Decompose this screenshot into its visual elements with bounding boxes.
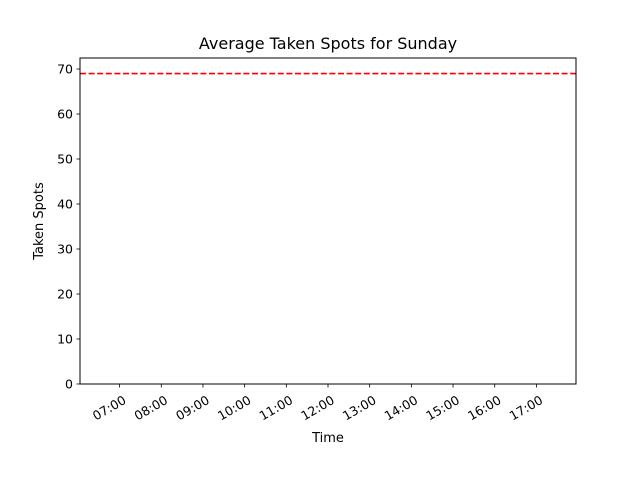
y-tick-label: 60	[57, 107, 73, 122]
y-tick-label: 20	[57, 287, 73, 302]
y-tick-label: 10	[57, 332, 73, 347]
x-axis-label: Time	[311, 431, 344, 446]
y-tick-label: 70	[57, 62, 73, 77]
y-tick-label: 40	[57, 197, 73, 212]
plot-area-frame	[79, 57, 577, 385]
chart-title: Average Taken Spots for Sunday	[199, 34, 457, 53]
y-axis-label: Taken Spots	[32, 182, 47, 261]
y-tick-label: 30	[57, 242, 73, 257]
y-axis-ticks: 0 10 20 30 40 50 60 70	[57, 62, 80, 392]
y-tick-label: 50	[57, 152, 73, 167]
y-tick-label: 0	[65, 377, 73, 392]
